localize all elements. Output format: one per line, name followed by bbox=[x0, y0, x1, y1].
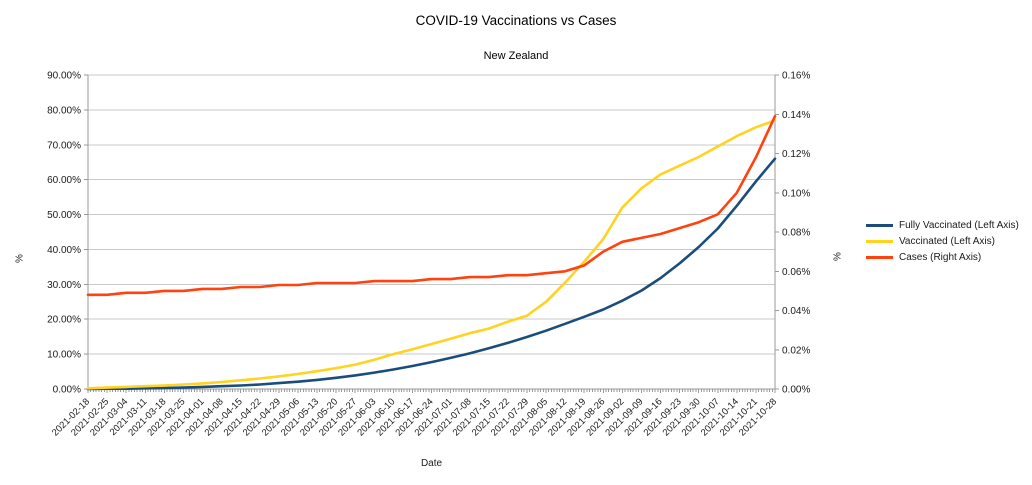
line-swatch-icon bbox=[866, 240, 893, 243]
svg-text:0.08%: 0.08% bbox=[782, 228, 810, 239]
svg-text:0.06%: 0.06% bbox=[782, 267, 810, 278]
svg-text:20.00%: 20.00% bbox=[47, 315, 81, 326]
chart-subtitle: New Zealand bbox=[483, 50, 549, 62]
svg-text:90.00%: 90.00% bbox=[47, 71, 81, 82]
left-axis-title: % bbox=[14, 254, 26, 263]
chart-title: COVID-19 Vaccinations vs Cases bbox=[415, 13, 617, 28]
svg-text:50.00%: 50.00% bbox=[47, 210, 81, 221]
line-swatch-icon bbox=[866, 256, 893, 259]
svg-text:0.14%: 0.14% bbox=[782, 110, 810, 121]
legend-item-cases: Cases (Right Axis) bbox=[866, 252, 1019, 263]
svg-text:30.00%: 30.00% bbox=[47, 280, 81, 291]
right-axis-title: % bbox=[832, 252, 844, 261]
legend-item-vaccinated: Vaccinated (Left Axis) bbox=[866, 236, 1019, 247]
svg-text:70.00%: 70.00% bbox=[47, 140, 81, 151]
svg-text:40.00%: 40.00% bbox=[47, 245, 81, 256]
line-swatch-icon bbox=[866, 224, 893, 227]
svg-text:0.10%: 0.10% bbox=[782, 188, 810, 199]
svg-text:80.00%: 80.00% bbox=[47, 105, 81, 116]
legend-label: Fully Vaccinated (Left Axis) bbox=[899, 220, 1019, 231]
legend-label: Cases (Right Axis) bbox=[899, 252, 982, 263]
legend: Fully Vaccinated (Left Axis) Vaccinated … bbox=[866, 220, 1019, 263]
svg-text:0.16%: 0.16% bbox=[782, 71, 810, 82]
svg-text:0.12%: 0.12% bbox=[782, 149, 810, 160]
svg-text:10.00%: 10.00% bbox=[47, 350, 81, 361]
svg-text:0.02%: 0.02% bbox=[782, 345, 810, 356]
svg-text:0.00%: 0.00% bbox=[53, 385, 81, 396]
x-axis-title: Date bbox=[420, 458, 443, 469]
svg-text:0.04%: 0.04% bbox=[782, 306, 810, 317]
svg-text:60.00%: 60.00% bbox=[47, 175, 81, 186]
legend-item-fully-vaccinated: Fully Vaccinated (Left Axis) bbox=[866, 220, 1019, 231]
legend-label: Vaccinated (Left Axis) bbox=[899, 236, 995, 247]
svg-text:0.00%: 0.00% bbox=[782, 385, 810, 396]
